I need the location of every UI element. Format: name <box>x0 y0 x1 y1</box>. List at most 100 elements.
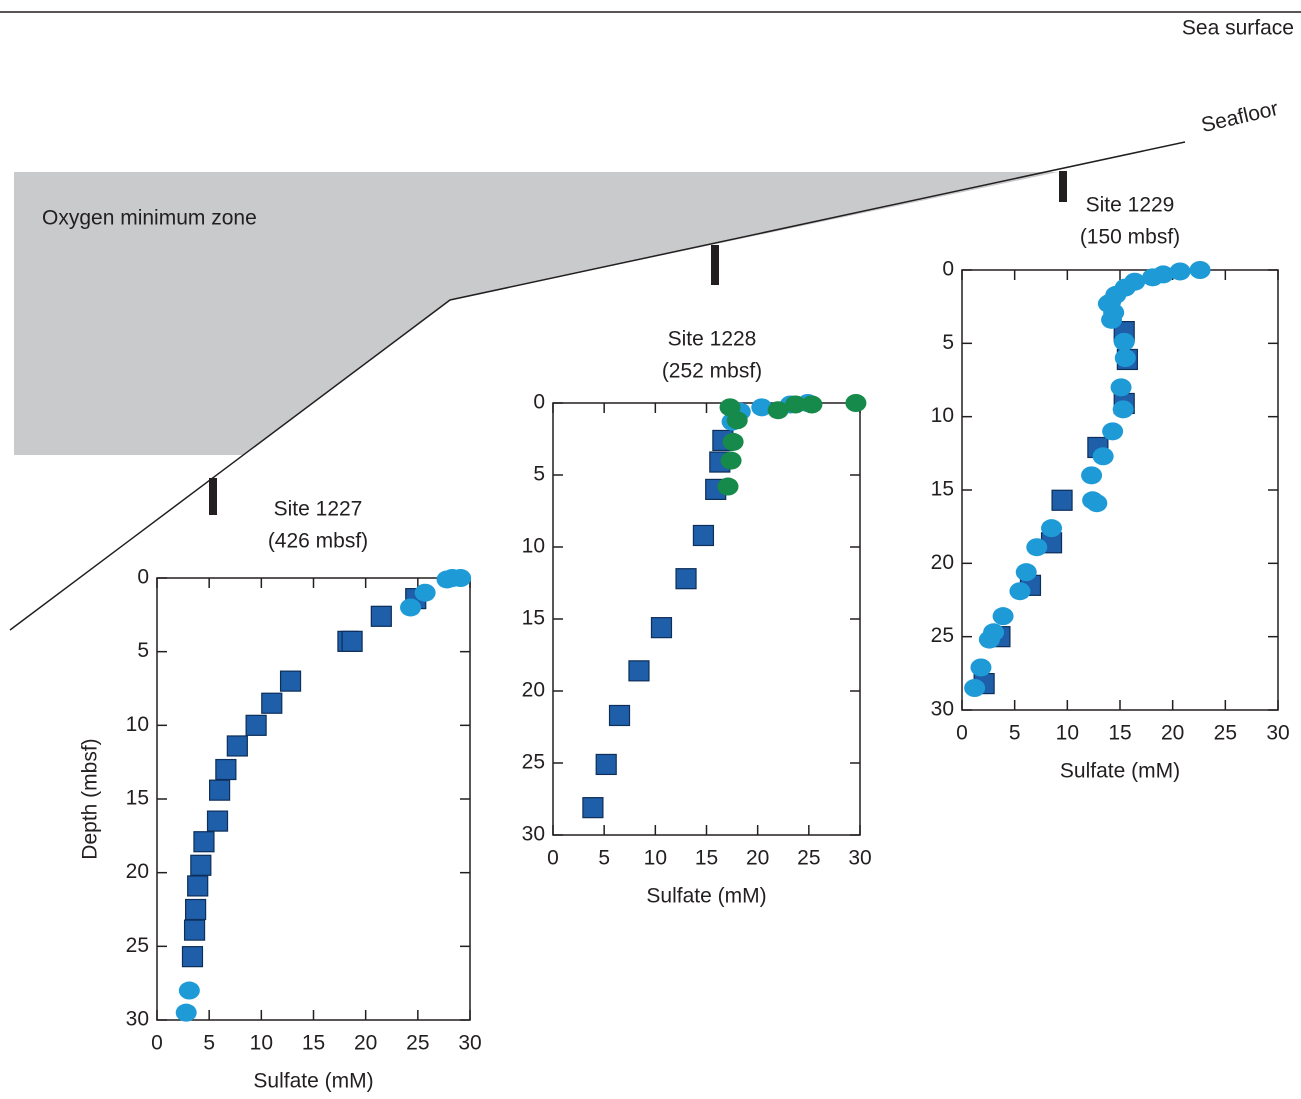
data-point <box>608 704 631 727</box>
data-point <box>722 432 744 451</box>
y-tick-label: 10 <box>931 404 954 427</box>
chart-title: Site 1229 <box>1086 194 1175 217</box>
data-point <box>185 898 207 921</box>
data-point <box>970 658 992 677</box>
y-tick-label: 0 <box>137 566 149 589</box>
y-tick-label: 5 <box>533 463 545 486</box>
data-point <box>717 477 739 496</box>
x-tick-label: 20 <box>746 847 769 870</box>
y-tick-label: 25 <box>126 934 149 957</box>
y-tick-label: 5 <box>137 639 149 662</box>
data-point <box>582 797 604 819</box>
y-tick-label: 0 <box>533 391 545 414</box>
x-tick-label: 25 <box>797 847 820 870</box>
data-point <box>1114 349 1136 367</box>
chart-subtitle: (252 mbsf) <box>662 360 762 383</box>
y-tick-label: 0 <box>942 258 954 281</box>
data-point <box>1101 310 1123 329</box>
data-point <box>1112 400 1134 419</box>
x-axis-label: Sulfate (mM) <box>1060 760 1180 783</box>
data-point <box>245 714 267 736</box>
x-tick-label: 20 <box>354 1032 377 1055</box>
data-point <box>801 395 823 414</box>
y-tick-label: 30 <box>522 823 545 846</box>
data-point <box>1113 332 1135 351</box>
data-point <box>187 875 209 897</box>
x-axis-label: Sulfate (mM) <box>646 885 766 908</box>
x-tick-label: 15 <box>302 1032 325 1055</box>
data-point <box>992 607 1014 626</box>
x-tick-label: 0 <box>151 1032 163 1055</box>
data-point <box>370 605 392 627</box>
chart-title: Site 1228 <box>668 328 757 351</box>
data-point <box>785 395 807 414</box>
y-tick-label: 5 <box>942 331 954 354</box>
y-tick-label: 20 <box>126 860 149 883</box>
data-point <box>1081 466 1103 485</box>
x-tick-label: 5 <box>1009 722 1021 745</box>
data-point <box>178 981 200 1000</box>
x-tick-label: 10 <box>1056 722 1079 745</box>
x-tick-label: 20 <box>1161 722 1184 745</box>
data-point <box>193 831 215 853</box>
data-point <box>183 919 206 941</box>
data-point <box>400 598 422 617</box>
plot-frame <box>156 577 471 1021</box>
x-tick-label: 15 <box>1108 722 1131 745</box>
data-point <box>1026 538 1048 557</box>
data-point <box>226 735 248 757</box>
data-point <box>175 1003 197 1022</box>
data-point <box>414 583 436 602</box>
x-tick-label: 30 <box>848 847 871 870</box>
data-point <box>720 451 742 470</box>
data-point <box>1051 489 1073 511</box>
data-point <box>279 670 302 692</box>
data-point <box>206 810 229 832</box>
data-point <box>1092 447 1114 466</box>
x-tick-label: 25 <box>406 1032 429 1055</box>
y-tick-label: 10 <box>522 535 545 558</box>
data-point <box>1189 261 1211 279</box>
data-point <box>692 524 715 547</box>
x-tick-label: 25 <box>1214 722 1237 745</box>
data-point <box>964 679 986 697</box>
x-tick-label: 15 <box>695 847 718 870</box>
x-tick-label: 10 <box>250 1032 273 1055</box>
site-marker <box>711 245 719 285</box>
x-tick-label: 5 <box>203 1032 215 1055</box>
data-point <box>845 394 867 412</box>
x-tick-label: 10 <box>644 847 667 870</box>
x-tick-label: 0 <box>547 847 559 870</box>
x-tick-label: 5 <box>598 847 610 870</box>
data-point <box>767 401 789 420</box>
y-tick-label: 15 <box>522 607 545 630</box>
x-tick-label: 30 <box>458 1032 481 1055</box>
y-tick-label: 25 <box>522 751 545 774</box>
x-axis-label: Sulfate (mM) <box>253 1070 373 1093</box>
data-point <box>209 779 231 801</box>
data-point <box>215 758 237 781</box>
data-point <box>978 630 1000 649</box>
data-point <box>1009 582 1031 601</box>
data-point <box>726 411 748 430</box>
data-point <box>675 568 697 590</box>
data-point <box>341 630 363 652</box>
x-tick-label: 30 <box>1266 722 1289 745</box>
y-tick-label: 10 <box>126 713 149 736</box>
chart-subtitle: (150 mbsf) <box>1080 226 1180 249</box>
y-tick-label: 30 <box>126 1008 149 1031</box>
data-point <box>1169 262 1191 281</box>
seafloor-line <box>9 141 1186 631</box>
data-point <box>1015 563 1037 582</box>
data-point <box>628 660 650 682</box>
oxygen-minimum-zone <box>14 172 1058 455</box>
data-point <box>261 692 283 714</box>
y-tick-label: 30 <box>931 698 954 721</box>
y-tick-label: 20 <box>931 551 954 574</box>
seafloor-label: Seafloor <box>1199 97 1280 137</box>
site-marker <box>209 478 217 515</box>
data-point <box>1110 378 1132 397</box>
data-point <box>1102 422 1124 441</box>
data-point <box>650 617 673 639</box>
